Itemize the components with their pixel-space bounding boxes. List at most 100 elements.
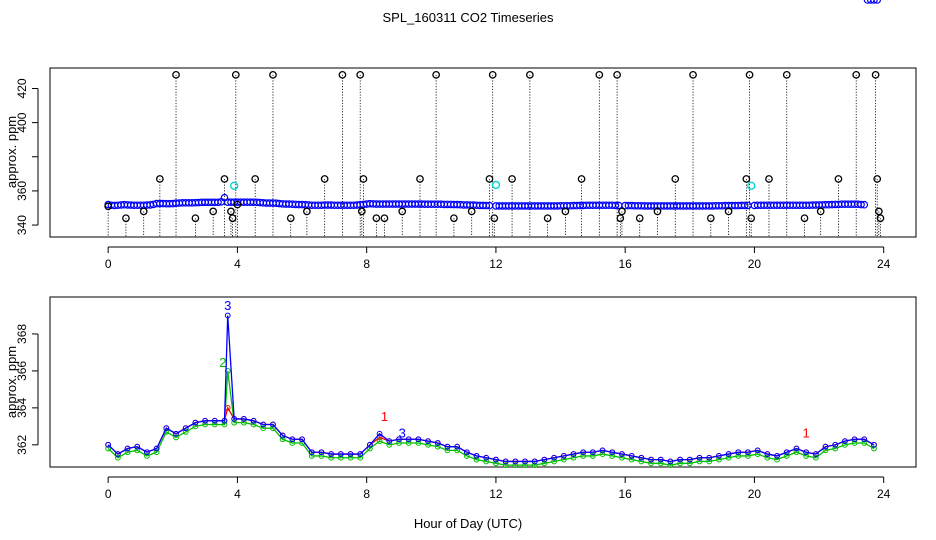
spike-point xyxy=(450,214,458,223)
series-3-point xyxy=(783,449,790,456)
spike-point xyxy=(286,214,295,223)
series-3-point xyxy=(803,449,810,456)
spike-point xyxy=(488,70,497,79)
series-3-point xyxy=(560,453,567,459)
series-2-point xyxy=(144,453,150,459)
series-2-point xyxy=(764,454,771,461)
spike-point xyxy=(765,175,773,183)
series-2-point xyxy=(454,447,461,454)
series-2-point xyxy=(822,447,829,454)
series-2-point xyxy=(396,440,402,446)
series-3-point xyxy=(144,449,150,456)
series-2-point xyxy=(124,449,131,456)
co2-point xyxy=(857,200,865,209)
series-3-point xyxy=(832,441,839,448)
spike-point xyxy=(227,207,235,216)
series-3-point xyxy=(463,449,470,456)
spike-point xyxy=(618,207,626,216)
series-3-point xyxy=(211,417,218,424)
series-3-point xyxy=(299,436,305,443)
spike-point xyxy=(876,214,885,223)
bottom-plot-frame xyxy=(49,296,917,468)
co2-point xyxy=(611,201,620,210)
series-2-point xyxy=(279,436,286,443)
spike-point xyxy=(156,175,164,183)
series-2-point xyxy=(531,462,538,469)
series-2-line xyxy=(107,370,875,466)
spike-point xyxy=(269,70,277,79)
spike-point xyxy=(706,214,715,223)
series-2-point xyxy=(367,445,373,452)
series-2-point xyxy=(221,421,228,428)
series-3-point xyxy=(871,441,877,448)
series-3-point xyxy=(415,436,422,443)
top-spike-drop-lines xyxy=(107,74,881,237)
spike-point xyxy=(834,175,843,183)
series-3-point xyxy=(434,440,441,446)
series-3-point xyxy=(735,449,742,456)
top-x-tick-label: 8 xyxy=(363,257,370,271)
spike-point xyxy=(508,175,516,183)
top-panel: 0 4 8 12 16 20 24 340 360 400 420 approx. ppm xyxy=(4,0,917,271)
series-3-point xyxy=(861,436,868,443)
spike-point xyxy=(871,70,880,79)
series-2-point xyxy=(677,460,684,467)
series-2-point xyxy=(706,458,713,465)
series-3-point xyxy=(541,456,548,463)
top-x-tick-label: 0 xyxy=(105,257,112,271)
series-2-point xyxy=(871,445,877,452)
series-3-point xyxy=(842,438,848,445)
spike-point xyxy=(228,214,237,223)
spike-point xyxy=(139,207,148,216)
spike-point xyxy=(852,70,861,79)
spike-point xyxy=(745,70,754,79)
series-2-point xyxy=(861,440,868,446)
series-2-point xyxy=(842,441,848,448)
bottom-y-axis-label: approx. ppm xyxy=(4,346,19,418)
series-3-point xyxy=(667,458,674,465)
series-2-point xyxy=(628,456,635,463)
series-3-point xyxy=(493,456,499,463)
series-2-point xyxy=(231,419,238,426)
series-3-point xyxy=(589,449,596,456)
series-2-point xyxy=(580,453,587,459)
series-3-point xyxy=(483,454,490,461)
spike-point xyxy=(398,207,407,216)
series-3-point xyxy=(250,417,257,424)
bottom-y-axis: 362 364 366 368 xyxy=(15,324,39,455)
series-3-point xyxy=(745,449,751,456)
co2-point xyxy=(214,198,222,207)
bottom-x-tick-label: 4 xyxy=(234,487,241,501)
spike-point xyxy=(874,207,883,216)
spike-point xyxy=(432,70,440,79)
series-3-point xyxy=(512,458,519,465)
series-2-point xyxy=(609,453,616,459)
series-3-point xyxy=(153,445,160,452)
spike-point xyxy=(616,214,625,223)
series-2-point xyxy=(522,462,528,469)
spike-point xyxy=(356,70,365,79)
series-3-point xyxy=(105,441,112,448)
series-2-point xyxy=(376,438,383,445)
co2-point xyxy=(866,0,875,4)
x-axis-label: Hour of Day (UTC) xyxy=(414,516,522,531)
series-3-point xyxy=(425,438,431,445)
series-3-point xyxy=(628,453,635,459)
series-3-point xyxy=(192,419,199,426)
spike-point xyxy=(467,207,476,216)
figure-title: SPL_160311 CO2 Timeseries xyxy=(382,10,554,25)
spike-point xyxy=(490,214,499,223)
series-3: 33 xyxy=(105,298,877,465)
top-y-tick-label: 360 xyxy=(15,181,29,201)
series-3-point xyxy=(715,453,722,459)
co2-point xyxy=(870,0,878,4)
series-2-point xyxy=(415,440,422,446)
spike-point xyxy=(782,70,791,79)
co2-point xyxy=(863,0,872,4)
series-3-point xyxy=(202,417,209,424)
series-3-point xyxy=(367,441,373,448)
series-2-point xyxy=(512,462,519,469)
spike-point xyxy=(372,214,381,223)
series-3-point xyxy=(696,454,703,461)
